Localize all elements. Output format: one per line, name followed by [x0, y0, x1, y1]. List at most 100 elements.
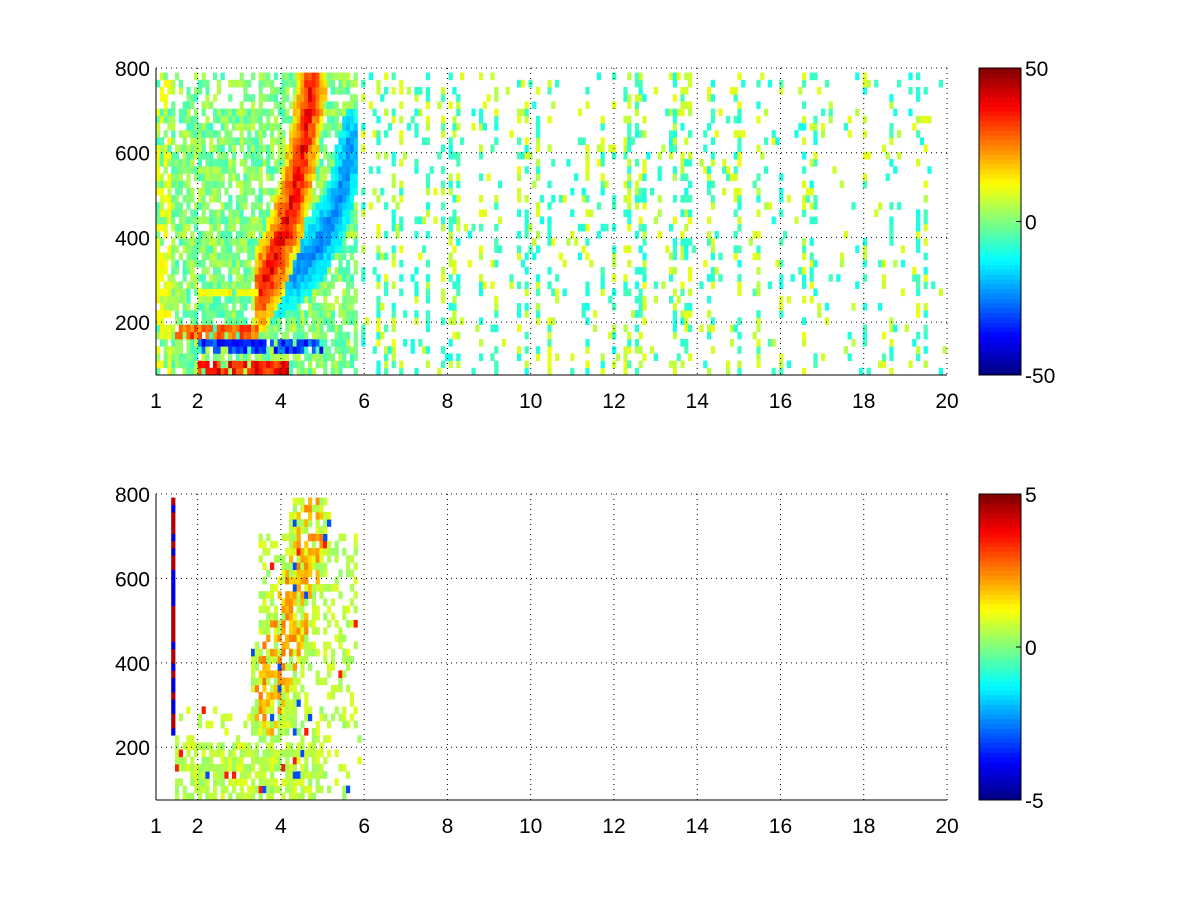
heatmap-cell [308, 584, 313, 592]
heatmap-cell [425, 274, 430, 282]
heatmap-cell [273, 324, 278, 333]
heatmap-cell [281, 108, 286, 117]
heatmap-cell [216, 223, 221, 232]
heatmap-cell [577, 137, 582, 145]
heatmap-cell [190, 367, 195, 376]
heatmap-cell [273, 231, 278, 239]
heatmap-cell [425, 202, 430, 210]
heatmap-cell [308, 324, 313, 333]
heatmap-cell [251, 756, 256, 765]
heatmap-cell [270, 771, 275, 779]
heatmap-cell [201, 245, 206, 253]
heatmap-cell [285, 72, 290, 81]
heatmap-cell [802, 195, 807, 203]
heatmap-cell [182, 792, 187, 801]
heatmap-cell [809, 123, 814, 131]
heatmap-cell [938, 367, 943, 376]
heatmap-cell [254, 252, 259, 261]
heatmap-cell [672, 137, 677, 145]
heatmap-cell [292, 792, 297, 801]
colorbar-step [979, 560, 1021, 567]
heatmap-cell [262, 699, 267, 707]
heatmap-cell [311, 533, 316, 542]
colorbar-step [979, 699, 1021, 705]
colorbar-step [979, 618, 1021, 624]
colorbar-step [979, 149, 1021, 155]
heatmap-cell [315, 108, 320, 117]
heatmap-cell [270, 591, 275, 599]
heatmap-cell [167, 360, 172, 369]
heatmap-cell [258, 605, 263, 614]
heatmap-cell [330, 115, 335, 124]
heatmap-cell [346, 360, 351, 369]
heatmap-cell [163, 94, 168, 102]
heatmap-cell [699, 324, 704, 333]
heatmap-cell [178, 216, 183, 225]
heatmap-cell [710, 195, 715, 203]
heatmap-cell [228, 295, 233, 304]
heatmap-cell [186, 216, 191, 225]
heatmap-cell [330, 684, 335, 693]
heatmap-cell [308, 202, 313, 210]
heatmap-cell [262, 764, 267, 772]
heatmap-cell [171, 591, 176, 599]
heatmap-cell [441, 87, 446, 95]
heatmap-cell [311, 728, 316, 736]
heatmap-cell [197, 238, 202, 246]
heatmap-cell [710, 317, 715, 325]
heatmap-cell [688, 79, 693, 88]
heatmap-cell [243, 749, 248, 758]
heatmap-cell [292, 519, 297, 527]
heatmap-cell [239, 245, 244, 253]
heatmap-cell [171, 274, 176, 282]
heatmap-cell [266, 670, 271, 678]
heatmap-cell [266, 310, 271, 318]
heatmap-cell [167, 281, 172, 289]
heatmap-cell [243, 137, 248, 145]
heatmap-cell [213, 792, 218, 801]
heatmap-cell [319, 274, 324, 282]
heatmap-cell [232, 267, 237, 275]
heatmap-cell [349, 123, 354, 131]
heatmap-cell [296, 792, 301, 801]
heatmap-cell [296, 310, 301, 318]
heatmap-cell [258, 692, 263, 700]
heatmap-cell [642, 223, 647, 232]
heatmap-cell [813, 130, 818, 138]
heatmap-cell [156, 360, 161, 369]
heatmap-cell [536, 130, 541, 138]
heatmap-cell [285, 187, 290, 196]
heatmap-cell [399, 245, 404, 253]
heatmap-cell [315, 288, 320, 297]
heatmap-cell [448, 238, 453, 246]
heatmap-cell [285, 742, 290, 750]
heatmap-cell [296, 209, 301, 217]
heatmap-cell [224, 202, 229, 210]
heatmap-cell [220, 231, 225, 239]
heatmap-cell [281, 331, 286, 340]
heatmap-cell [323, 144, 328, 153]
heatmap-cell [547, 317, 552, 325]
heatmap-cell [498, 180, 503, 189]
heatmap-cell [281, 144, 286, 153]
heatmap-cell [224, 252, 229, 261]
heatmap-cell [809, 267, 814, 275]
heatmap-cell [346, 339, 351, 347]
heatmap-cell [718, 108, 723, 117]
heatmap-cell [338, 331, 343, 340]
heatmap-cell [266, 245, 271, 253]
heatmap-cell [304, 569, 309, 578]
heatmap-cell [224, 310, 229, 318]
heatmap-cell [186, 310, 191, 318]
heatmap-cell [296, 634, 301, 642]
heatmap-cell [228, 792, 233, 801]
heatmap-cell [300, 339, 305, 347]
heatmap-cell [159, 339, 164, 347]
heatmap-cell [247, 771, 252, 779]
heatmap-cell [289, 123, 294, 131]
heatmap-cell [349, 274, 354, 282]
heatmap-cell [558, 195, 563, 203]
heatmap-cell [361, 187, 366, 196]
heatmap-cell [216, 187, 221, 196]
heatmap-cell [323, 548, 328, 556]
